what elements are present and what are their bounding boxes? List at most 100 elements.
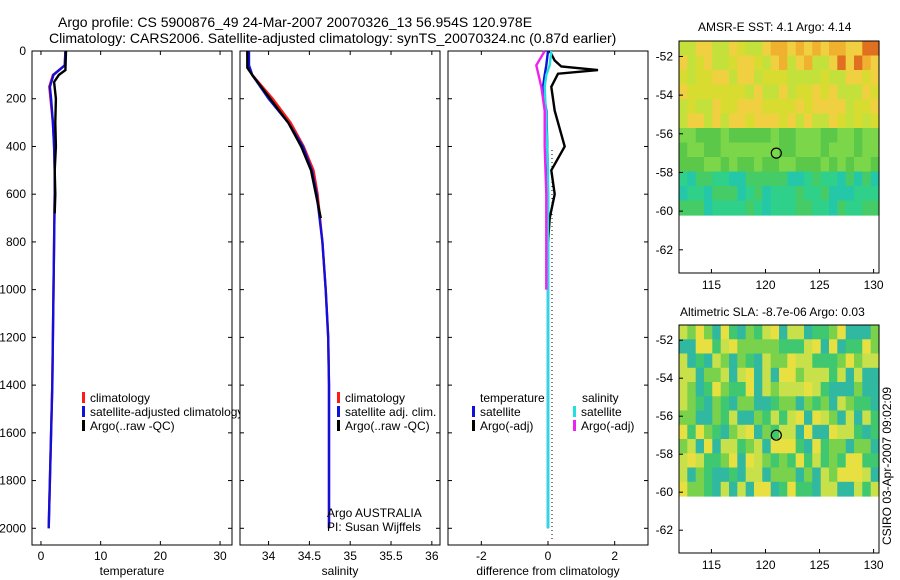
map-cell (870, 70, 880, 86)
legend-climatology-swatch (82, 392, 85, 403)
map-cell (754, 353, 763, 369)
map-cell (712, 200, 722, 216)
map-cell (695, 353, 705, 369)
map-cell (729, 424, 738, 440)
y-tick-label: 1200 (0, 330, 26, 344)
map-cell (737, 424, 747, 440)
map-cell (754, 84, 763, 100)
map-cell (695, 200, 705, 216)
map-cell (737, 353, 747, 369)
map-cell (804, 453, 813, 469)
map-cell (845, 186, 855, 202)
map-cell (729, 439, 738, 454)
map-y-tick-label: -60 (656, 485, 674, 499)
map-cell (829, 142, 838, 158)
map-cell (795, 481, 805, 497)
map-cell (779, 424, 788, 440)
x-tick-label: 34.5 (298, 549, 322, 563)
map-cell (804, 186, 813, 202)
map-cell (870, 157, 880, 173)
map-cell (779, 157, 788, 173)
map-cell (770, 142, 780, 158)
map-cell (729, 84, 738, 100)
map-cell (729, 157, 738, 173)
map-cell (787, 424, 797, 440)
map-cell (829, 367, 838, 383)
map-cell (712, 142, 722, 158)
map-cell (695, 396, 705, 412)
map-cell (695, 453, 705, 469)
map-cell (804, 439, 813, 454)
map-cell (754, 55, 763, 71)
map-cell (729, 339, 738, 355)
map-cell (729, 70, 738, 86)
map-cell (745, 171, 755, 187)
map-cell (837, 367, 847, 383)
legend-satellite-label: satellite-adjusted climatology (90, 405, 243, 419)
map-cell (854, 410, 863, 426)
x-axis-label: salinity (322, 564, 359, 578)
map-cell (745, 128, 755, 144)
map-cell (854, 339, 863, 355)
legend-climatology-label: climatology (90, 391, 150, 405)
map-cell (854, 41, 863, 57)
map-cell (795, 128, 805, 144)
map-cell (795, 325, 805, 340)
map-cell (704, 84, 713, 100)
map-cell (795, 171, 805, 187)
map-cell (845, 453, 855, 469)
map-cell (837, 113, 847, 129)
map-cell (687, 325, 697, 340)
y-tick-label: 1400 (0, 378, 26, 392)
map-cell (820, 99, 830, 115)
map-cell (770, 382, 780, 397)
map-cell (712, 84, 722, 100)
map-cell (770, 55, 780, 71)
map-cell (845, 339, 855, 355)
map-cell (804, 128, 813, 144)
map-cell (812, 439, 822, 454)
map-cell (820, 113, 830, 129)
map-cell (787, 382, 797, 397)
map-cell (804, 113, 813, 129)
legend-argo-swatch (337, 420, 340, 431)
legend-satellite-label: satellite adj. clim. (345, 405, 436, 419)
map-cell (812, 55, 822, 71)
map-cell (704, 171, 713, 187)
map-y-tick-label: -62 (656, 243, 674, 257)
map-cell (829, 382, 838, 397)
map-cell (837, 467, 847, 483)
map-cell (812, 99, 822, 115)
map-cell (787, 467, 797, 483)
map-cell (729, 41, 738, 57)
map-cell (695, 142, 705, 158)
map-cell (729, 396, 738, 412)
map-cell (779, 41, 788, 57)
map-cell (770, 396, 780, 412)
map-cell (687, 128, 697, 144)
map-cell (795, 353, 805, 369)
map-cell (820, 481, 830, 497)
map-cell (779, 453, 788, 469)
legend-sal-argo-swatch (573, 420, 576, 431)
map-cell (770, 171, 780, 187)
map-cell (837, 70, 847, 86)
y-tick-label: 1000 (0, 283, 26, 297)
map-cell (787, 157, 797, 173)
y-tick-label: 400 (6, 139, 26, 153)
map-cell (770, 481, 780, 497)
map-cell (695, 410, 705, 426)
map-cell (695, 467, 705, 483)
map-cell (862, 325, 872, 340)
map-cell (862, 382, 872, 397)
legend-salinity-header: salinity (582, 391, 619, 405)
map-cell (812, 424, 822, 440)
map-cell (762, 84, 772, 100)
map-cell (729, 171, 738, 187)
map-cell (737, 84, 747, 100)
map-cell (745, 396, 755, 412)
map-cell (687, 41, 697, 57)
map-cell (804, 353, 813, 369)
map-cell (787, 367, 797, 383)
map-cell (804, 410, 813, 426)
